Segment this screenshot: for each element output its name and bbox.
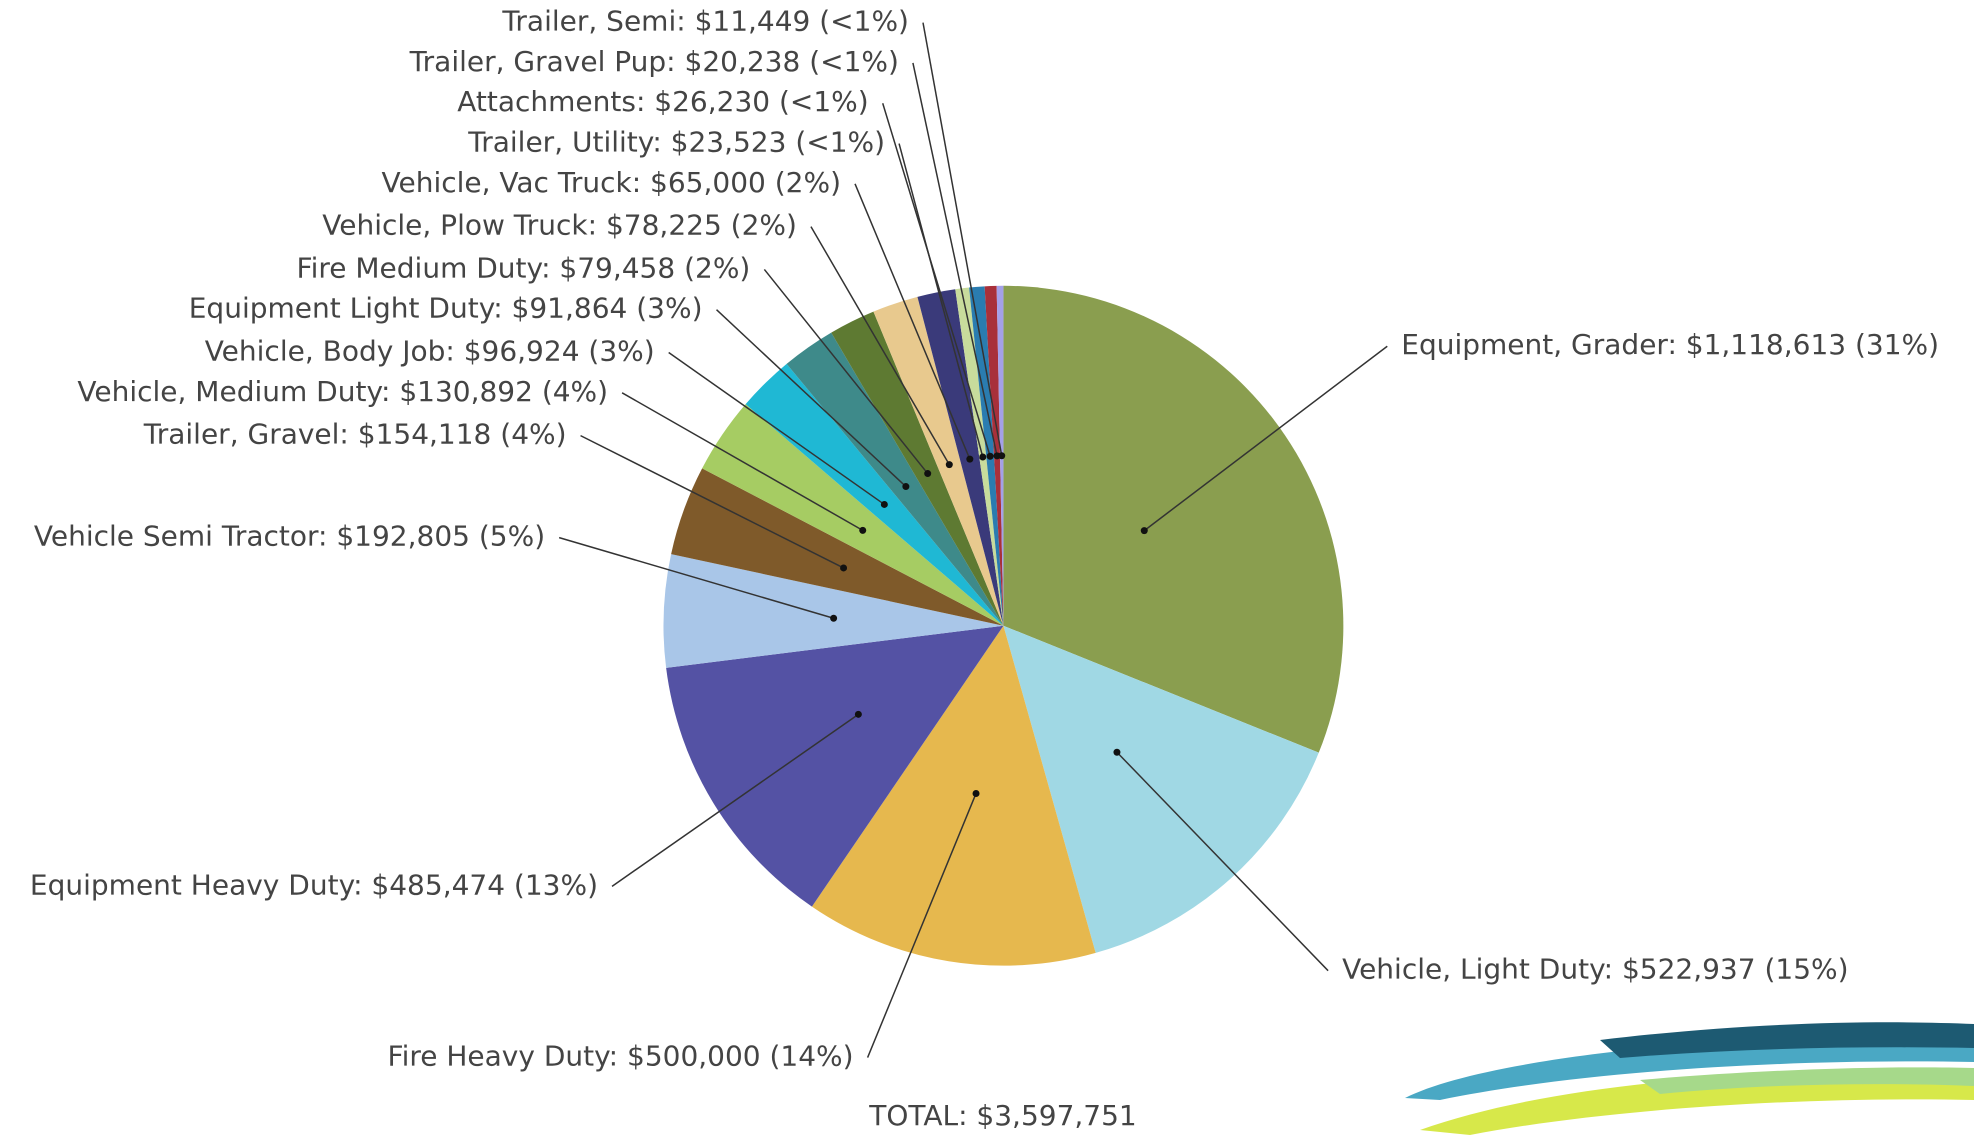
slice-label: Attachments: $26,230 (<1%) [457, 85, 868, 118]
leader-dot [1113, 749, 1120, 756]
leader-dot [840, 564, 847, 571]
leader-dot [1141, 527, 1148, 534]
leader-dot [973, 790, 980, 797]
slice-label: Trailer, Gravel: $154,118 (4%) [143, 418, 567, 451]
leader-dot [966, 456, 973, 463]
chart: TOTAL: $3,597,751 Equipment, Grader: $1,… [0, 0, 1974, 1135]
slice-label: Vehicle, Light Duty: $522,937 (15%) [1342, 953, 1848, 986]
leader-dot [902, 483, 909, 490]
slice-label: Equipment Heavy Duty: $485,474 (13%) [30, 868, 598, 901]
leader-dot [830, 615, 837, 622]
slice-label: Fire Heavy Duty: $500,000 (14%) [388, 1040, 854, 1073]
leader-dot [855, 711, 862, 718]
slice-label: Vehicle, Vac Truck: $65,000 (2%) [381, 166, 841, 199]
slice-label: Vehicle, Body Job: $96,924 (3%) [205, 335, 655, 368]
total-label: TOTAL: $3,597,751 [868, 1099, 1136, 1132]
slice-label: Trailer, Utility: $23,523 (<1%) [467, 126, 885, 159]
leader-dot [946, 461, 953, 468]
slice-label: Vehicle, Medium Duty: $130,892 (4%) [77, 375, 608, 408]
slice-label: Equipment Light Duty: $91,864 (3%) [189, 292, 703, 325]
slice-label: Equipment, Grader: $1,118,613 (31%) [1401, 328, 1939, 361]
slice-label: Vehicle, Plow Truck: $78,225 (2%) [322, 209, 797, 242]
leader-dot [924, 470, 931, 477]
slice-label: Vehicle Semi Tractor: $192,805 (5%) [34, 520, 545, 553]
leader-dot [998, 452, 1005, 459]
leader-dot [881, 501, 888, 508]
leader-dot [987, 453, 994, 460]
brush-logo [1405, 1022, 1974, 1135]
slice-label: Fire Medium Duty: $79,458 (2%) [297, 251, 751, 284]
slice-label: Trailer, Semi: $11,449 (<1%) [501, 5, 909, 38]
slice-label: Trailer, Gravel Pup: $20,238 (<1%) [409, 45, 899, 78]
leader-dot [859, 527, 866, 534]
leader-dot [979, 454, 986, 461]
